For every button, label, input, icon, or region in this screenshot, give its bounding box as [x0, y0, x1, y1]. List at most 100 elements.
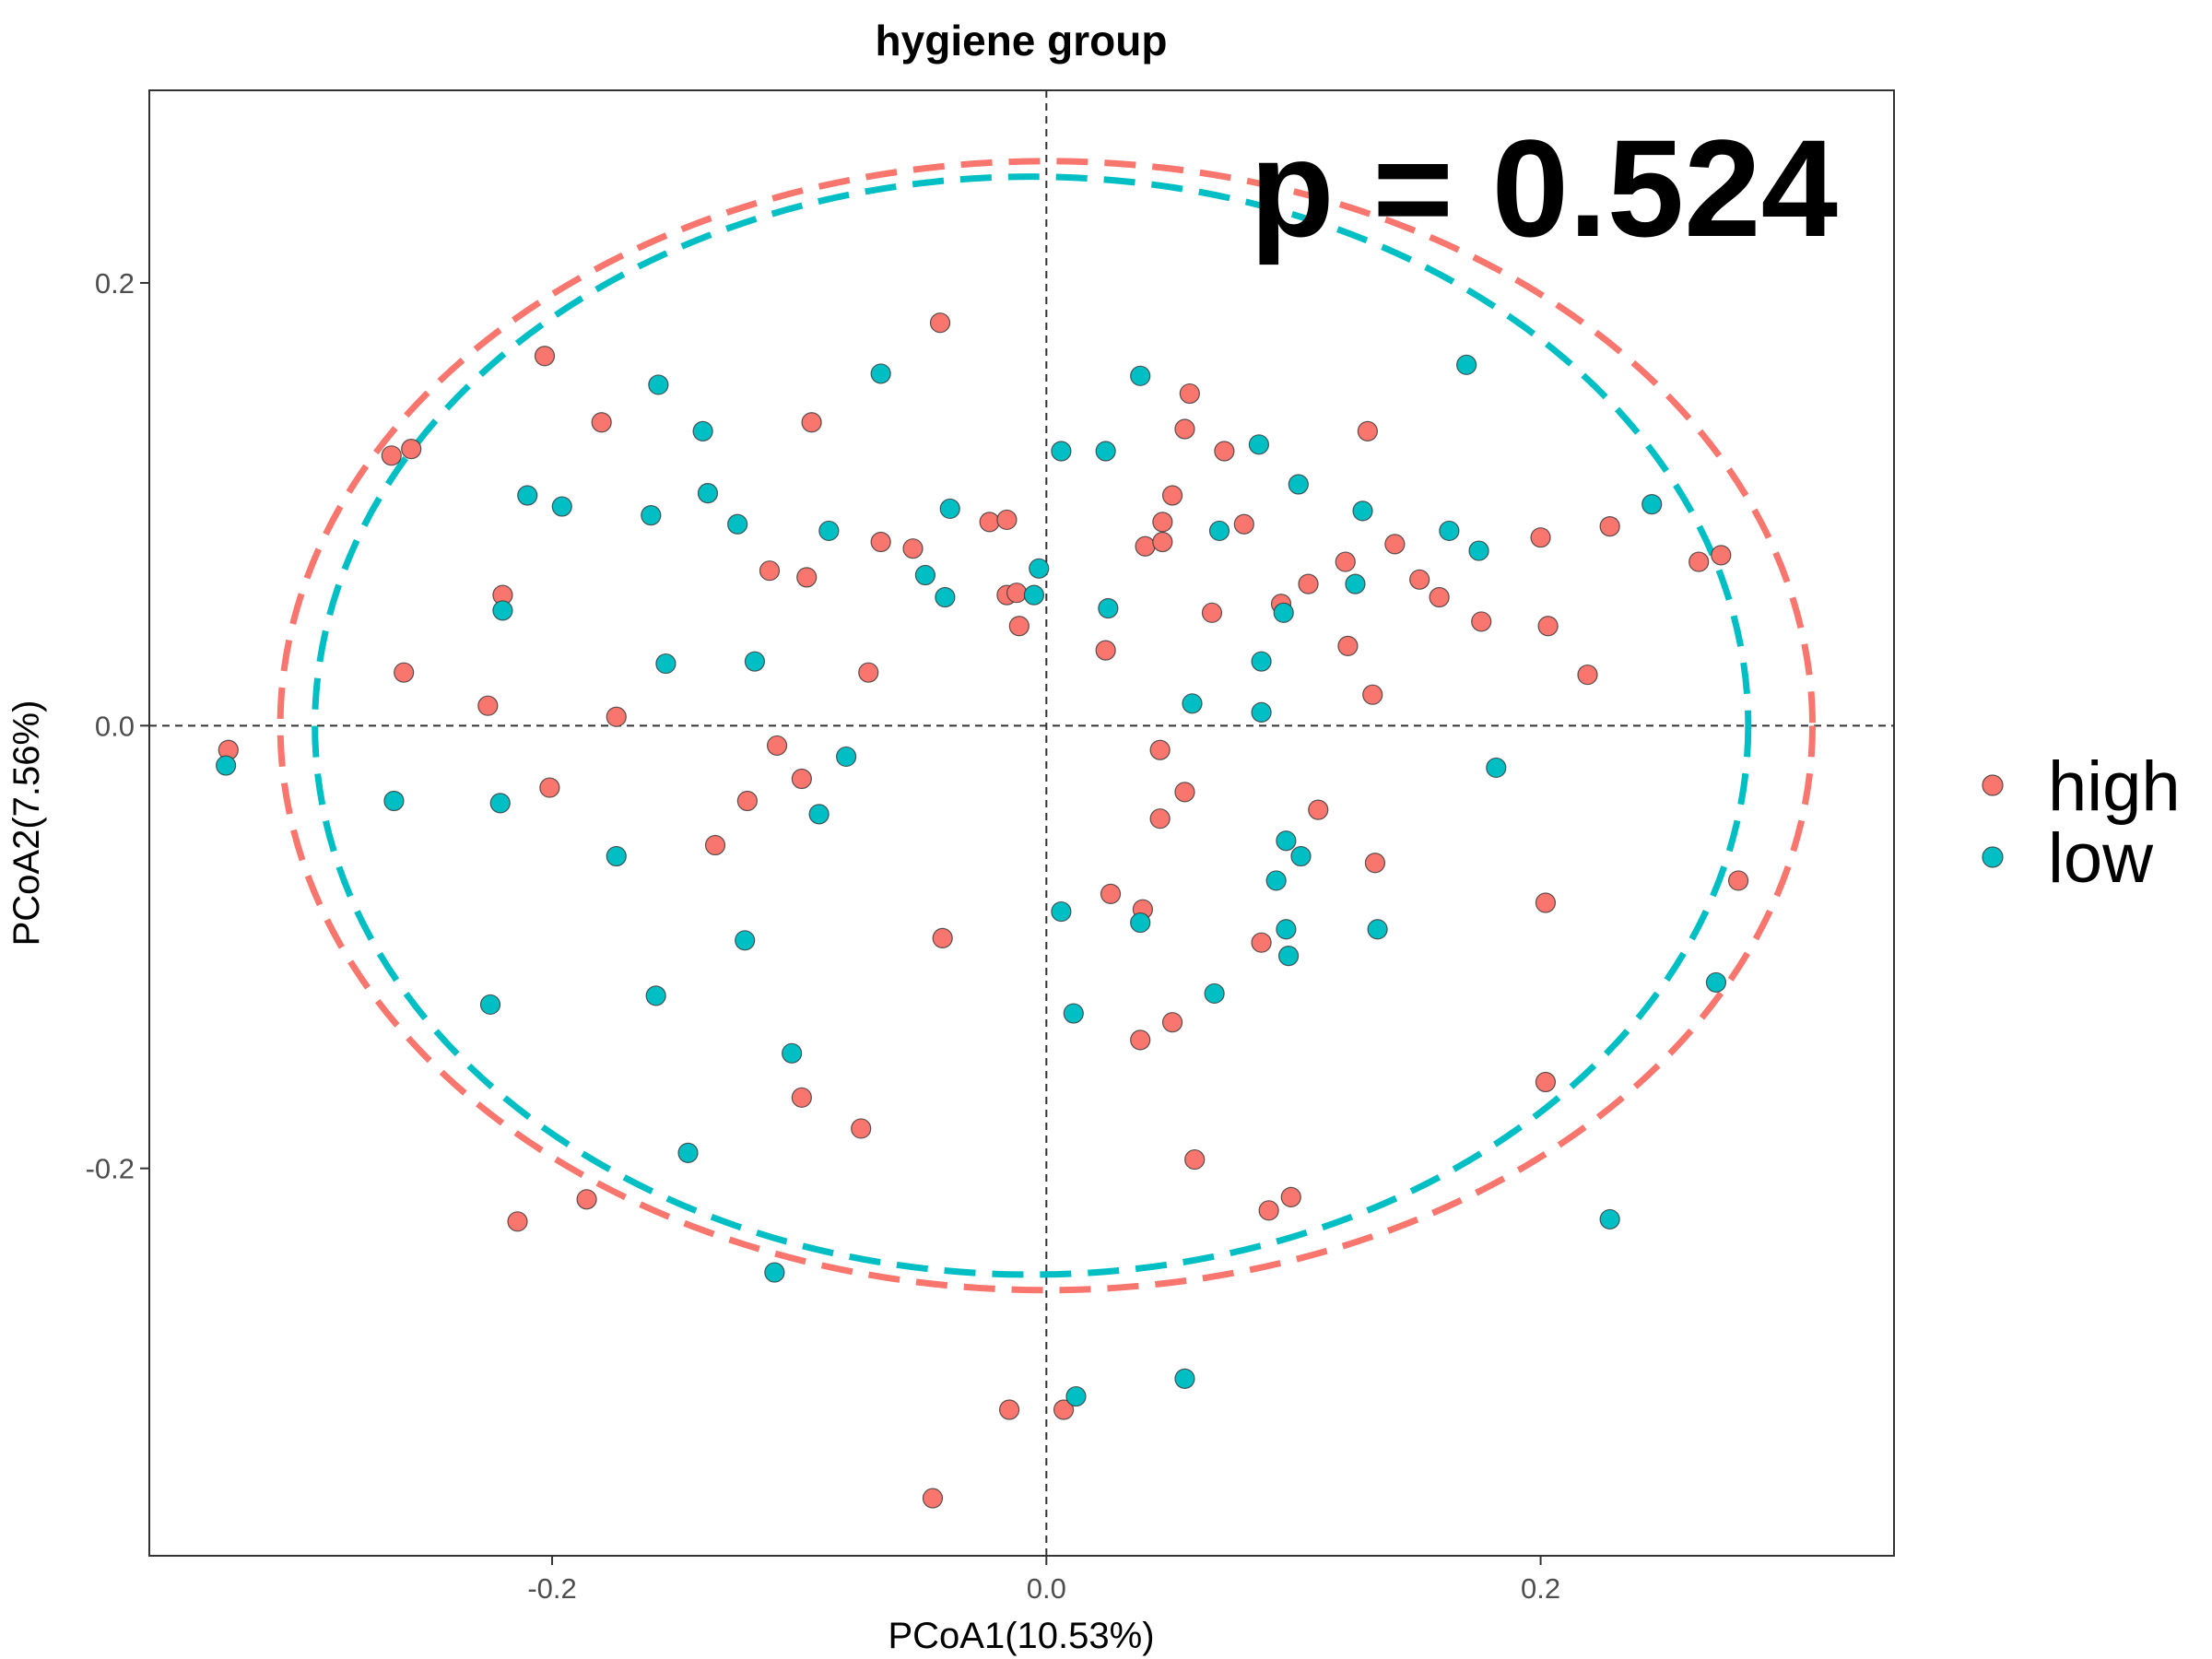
data-point-high: [1214, 441, 1235, 462]
data-point-low: [1029, 558, 1050, 579]
data-point-low: [1277, 946, 1300, 967]
x-tick-label: 0.2: [1521, 1572, 1560, 1605]
data-point-high: [1258, 1200, 1279, 1221]
data-point-high: [1161, 1012, 1183, 1033]
data-point-low: [517, 485, 538, 506]
data-point-low: [808, 804, 830, 825]
data-point-high: [1298, 573, 1319, 594]
data-point-low: [1288, 474, 1309, 495]
data-point-low: [692, 420, 713, 441]
data-point-high: [1095, 640, 1116, 661]
data-point-high: [1135, 535, 1156, 557]
data-point-low: [1468, 540, 1489, 561]
data-point-high: [1337, 635, 1359, 656]
data-point-high: [606, 706, 627, 727]
data-point-high: [539, 777, 560, 798]
data-point-high: [801, 412, 822, 433]
data-point-low: [1051, 441, 1072, 462]
y-tick-label: 0.0: [95, 710, 135, 742]
data-point-low: [492, 600, 513, 621]
data-point-low: [1095, 441, 1116, 462]
data-point-low: [1456, 354, 1477, 375]
data-point-low: [1065, 1385, 1087, 1407]
data-point-low: [818, 520, 840, 542]
data-point-low: [939, 498, 960, 520]
data-point-high: [1184, 1148, 1206, 1171]
data-point-high: [1174, 418, 1195, 440]
data-point-low: [836, 746, 857, 768]
data-point-high: [1174, 782, 1195, 803]
data-point-low: [655, 653, 677, 675]
data-point-high: [401, 438, 422, 460]
data-point-high: [870, 531, 891, 553]
data-point-high: [704, 834, 726, 856]
data-point-low: [1130, 365, 1151, 386]
data-point-high: [766, 735, 788, 757]
data-point-low: [1208, 520, 1230, 542]
data-point-high: [1362, 684, 1383, 705]
data-point-high: [851, 1118, 872, 1139]
data-point-high: [1471, 611, 1492, 632]
data-point-high: [1251, 932, 1272, 953]
data-point-low: [641, 505, 662, 526]
data-point-low: [216, 755, 237, 776]
data-point-high: [1727, 870, 1749, 891]
data-point-low: [489, 793, 511, 814]
data-point-low: [1265, 870, 1287, 891]
data-point-high: [1152, 531, 1173, 553]
data-point-low: [551, 496, 572, 517]
data-point-low: [1182, 693, 1203, 714]
data-point-high: [1384, 534, 1406, 555]
data-point-low: [479, 994, 501, 1016]
data-point-high: [1688, 551, 1710, 572]
legend-key-high: [1982, 774, 2004, 796]
data-point-high: [796, 567, 818, 588]
data-point-low: [1290, 845, 1312, 867]
data-point-high: [1201, 602, 1223, 623]
data-point-high: [929, 312, 951, 334]
x-tick-label: 0.0: [1027, 1572, 1066, 1605]
data-point-high: [534, 346, 556, 367]
y-tick-label: 0.2: [95, 267, 135, 300]
confidence-ellipse-high: [276, 158, 1817, 1294]
data-point-low: [1345, 573, 1366, 594]
y-axis-title: PCoA2(7.56%): [6, 700, 47, 947]
data-point-low: [1063, 1003, 1084, 1024]
legend-label-low: low: [2048, 819, 2154, 898]
data-point-low: [1204, 982, 1225, 1005]
data-point-low: [1439, 520, 1460, 542]
data-point-low: [383, 790, 405, 812]
data-point-high: [1577, 664, 1598, 686]
data-point-high: [576, 1189, 597, 1210]
data-point-high: [932, 927, 953, 948]
data-point-low: [735, 930, 756, 951]
axes: -0.2 0.0 0.2 -0.2 0.0 0.2: [86, 267, 1561, 1605]
data-point-high: [791, 768, 812, 790]
data-point-high: [1179, 382, 1200, 405]
data-point-low: [1486, 757, 1507, 779]
x-axis-title: PCoA1(10.53%): [888, 1616, 1154, 1656]
data-point-high: [791, 1087, 812, 1108]
data-point-high: [1280, 1186, 1301, 1208]
data-point-high: [1530, 527, 1551, 548]
data-point-high: [1537, 616, 1559, 637]
data-point-low: [1705, 971, 1727, 994]
data-point-high: [1130, 1030, 1151, 1051]
data-point-high: [1335, 551, 1356, 572]
data-point-low: [648, 374, 669, 395]
data-point-low: [1251, 701, 1272, 724]
data-point-low: [606, 845, 627, 867]
data-point-low: [870, 363, 891, 384]
data-point-high: [1364, 853, 1386, 874]
data-point-low: [935, 586, 956, 608]
data-point-high: [1535, 1071, 1557, 1093]
data-point-low: [1599, 1208, 1620, 1230]
p-value-annotation: p = 0.524: [1250, 111, 1838, 265]
data-point-high: [394, 662, 415, 683]
data-point-high: [736, 790, 758, 812]
data-point-low: [914, 564, 936, 586]
data-point-low: [1276, 830, 1297, 852]
data-point-high: [1429, 586, 1450, 608]
